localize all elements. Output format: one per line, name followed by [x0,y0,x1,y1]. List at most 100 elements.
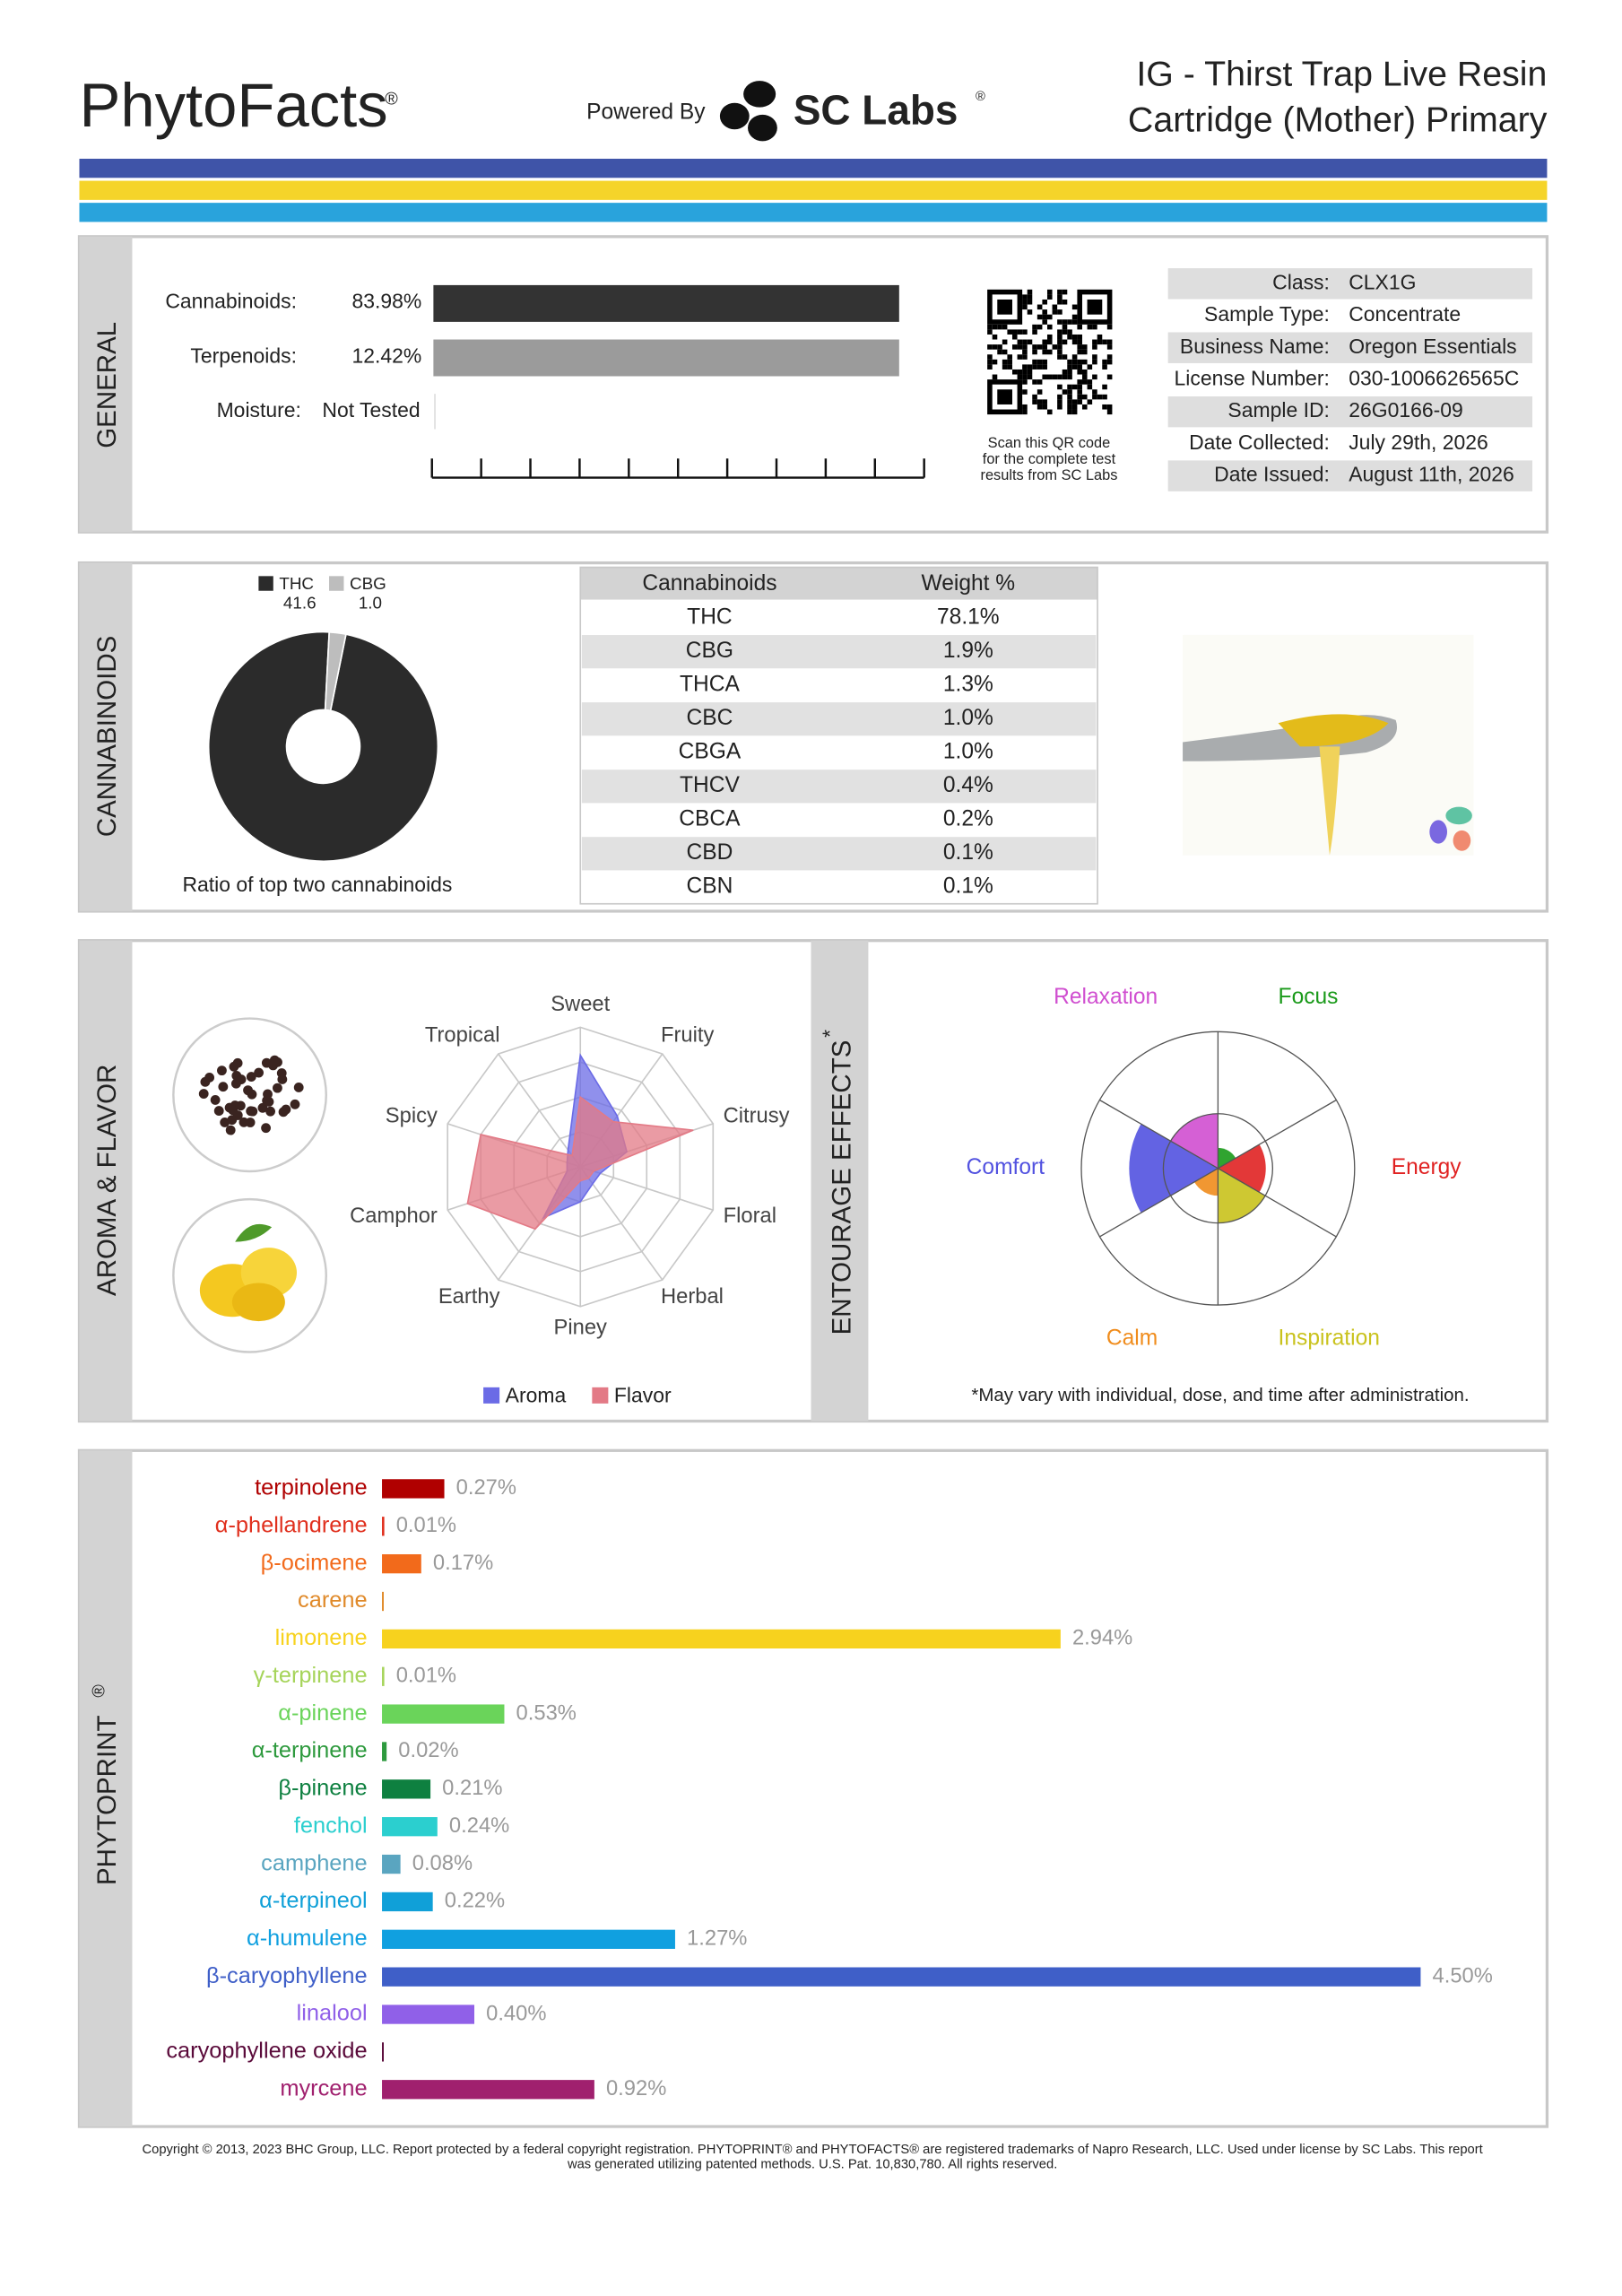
terpene-name: camphene [261,1850,368,1875]
radar-label: Herbal [661,1284,724,1309]
terpene-value: 0.01% [396,1664,456,1688]
qr-cell [1037,399,1043,404]
qr-cell [1042,404,1047,410]
qr-cell [1077,364,1082,370]
qr-cell [1071,319,1078,325]
table-cell: THCV [680,773,740,797]
powered-by: Powered By [586,100,706,125]
terpene-bar [382,1892,433,1912]
terpene-name: limonene [275,1625,368,1650]
qr-cell [1067,369,1072,375]
table-cell: 1.3% [943,673,993,697]
qr-cell [1002,339,1008,345]
legend-name: Aroma [506,1384,567,1407]
effect-sector [1218,1144,1266,1193]
qr-finder [997,299,1012,315]
qr-cell [1067,359,1072,365]
qr-cell [1106,354,1113,360]
peppercorn [265,1106,276,1117]
terpene-name: β-caryophyllene [206,1963,368,1988]
qr-cell [1067,319,1072,325]
qr-cell [1071,359,1078,365]
qr-cell [1032,344,1037,350]
metric-value: Not Tested [322,398,420,422]
qr-cell [1106,409,1113,415]
qr-cell [1087,384,1093,390]
section-strips [79,236,869,2127]
qr-cell [1032,329,1037,335]
qr-caption: for the complete test [983,451,1116,467]
qr-cell [1007,329,1012,335]
peppercorn [245,1118,256,1127]
qr-cell [1052,304,1058,310]
terpene-bar [382,1967,1421,1987]
table-row-bg [581,770,1097,804]
qr-cell [1032,399,1037,404]
qr-cell [1071,399,1078,404]
info-value: 030-1006626565C [1349,366,1519,389]
qr-cell [992,359,998,365]
metric-value: 12.42% [351,344,421,367]
info-row-bg [1167,268,1533,300]
terpene-value: 0.02% [398,1738,458,1762]
peppercorn [229,1061,239,1072]
qr-cell [1002,364,1008,370]
peppercorn [281,1104,291,1115]
qr-cell [1046,314,1053,320]
terpene-bar [382,2042,384,2062]
qr-cell [1022,294,1028,300]
metric-label: Moisture: [217,398,301,422]
radar-spoke [579,1166,714,1211]
qr-cell [1102,339,1107,345]
qr-cell [1042,344,1047,350]
qr-cell [1092,374,1097,380]
qr-cell [1062,374,1068,380]
qr-cell [1102,384,1107,390]
qr-cell [1046,294,1053,300]
qr-cell [1046,334,1053,340]
qr-cell [1057,329,1063,335]
qr-cell [1011,344,1018,350]
qr-cell [1037,389,1043,395]
qr-cell [1071,404,1078,410]
info-value: CLX1G [1349,270,1416,293]
legend-swatch [329,576,344,591]
lab-mark: ® [976,90,985,104]
qr-cell [1077,369,1082,375]
qr-cell [1102,404,1107,410]
qr-cell [1002,359,1008,365]
terpene-bar [382,2005,475,2024]
qr-cell [1022,409,1028,415]
terpene-bar [382,1854,401,1874]
peppercorn [225,1125,236,1135]
qr-cell [1067,364,1072,370]
qr-cell [1022,354,1028,360]
stripe [79,203,1548,222]
table-cell: 1.0% [943,706,993,730]
effect-label: Comfort [967,1155,1045,1179]
qr-cell [1032,359,1037,365]
qr-cell [1057,334,1063,340]
qr-finder [1087,299,1103,315]
qr-cell [1046,339,1053,345]
qr-cell [1092,344,1097,350]
info-label: Date Collected: [1189,430,1330,454]
qr-cell [1052,309,1058,315]
info-value: Oregon Essentials [1349,335,1516,358]
qr-cell [1022,389,1028,395]
brand-mark: ® [385,90,398,109]
qr-cell [1106,344,1113,350]
qr-cell [1002,349,1008,355]
terpene-bar [382,1742,387,1761]
qr-cell [1032,364,1037,370]
qr-cell [1067,334,1072,340]
terpene-value: 2.94% [1072,1626,1132,1650]
qr-cell [1022,349,1028,355]
terpene-bar [382,1779,431,1799]
peppercorn [273,1057,282,1067]
terpene-name: α-humulene [247,1926,368,1951]
qr-cell [1067,394,1072,400]
qr-cell [1046,409,1053,415]
qr-cell [1092,359,1097,365]
